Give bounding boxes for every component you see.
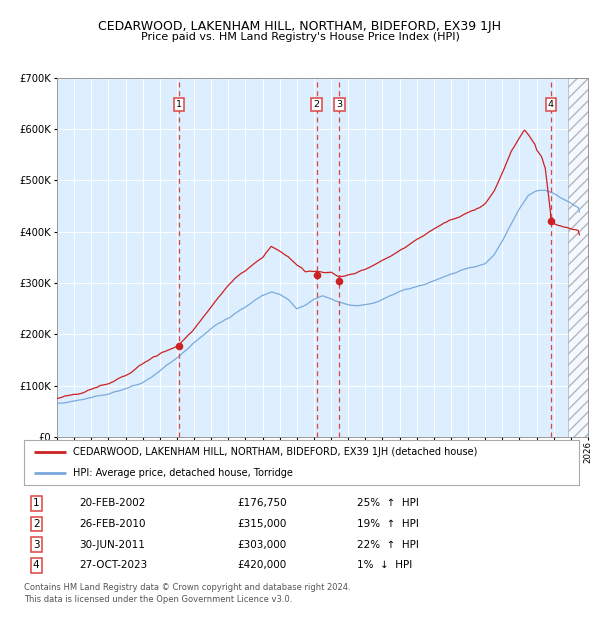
Text: This data is licensed under the Open Government Licence v3.0.: This data is licensed under the Open Gov… bbox=[24, 595, 292, 604]
Text: 3: 3 bbox=[33, 539, 40, 549]
Bar bbox=[568, 78, 596, 437]
Text: Price paid vs. HM Land Registry's House Price Index (HPI): Price paid vs. HM Land Registry's House … bbox=[140, 32, 460, 42]
Text: 3: 3 bbox=[337, 100, 343, 108]
Text: CEDARWOOD, LAKENHAM HILL, NORTHAM, BIDEFORD, EX39 1JH: CEDARWOOD, LAKENHAM HILL, NORTHAM, BIDEF… bbox=[98, 20, 502, 33]
Text: Contains HM Land Registry data © Crown copyright and database right 2024.: Contains HM Land Registry data © Crown c… bbox=[24, 583, 350, 592]
Text: £315,000: £315,000 bbox=[238, 519, 287, 529]
Text: 19%  ↑  HPI: 19% ↑ HPI bbox=[357, 519, 419, 529]
Text: CEDARWOOD, LAKENHAM HILL, NORTHAM, BIDEFORD, EX39 1JH (detached house): CEDARWOOD, LAKENHAM HILL, NORTHAM, BIDEF… bbox=[73, 447, 477, 458]
Text: 4: 4 bbox=[33, 560, 40, 570]
Text: 2: 2 bbox=[33, 519, 40, 529]
Text: 22%  ↑  HPI: 22% ↑ HPI bbox=[357, 539, 419, 549]
Text: 27-OCT-2023: 27-OCT-2023 bbox=[79, 560, 148, 570]
Text: 30-JUN-2011: 30-JUN-2011 bbox=[79, 539, 145, 549]
Text: 1%  ↓  HPI: 1% ↓ HPI bbox=[357, 560, 412, 570]
Text: HPI: Average price, detached house, Torridge: HPI: Average price, detached house, Torr… bbox=[73, 467, 293, 478]
Text: £176,750: £176,750 bbox=[238, 498, 287, 508]
Text: 4: 4 bbox=[548, 100, 554, 108]
Text: 26-FEB-2010: 26-FEB-2010 bbox=[79, 519, 146, 529]
Text: 2: 2 bbox=[314, 100, 320, 108]
Text: 1: 1 bbox=[176, 100, 182, 108]
Text: 20-FEB-2002: 20-FEB-2002 bbox=[79, 498, 146, 508]
Text: £420,000: £420,000 bbox=[238, 560, 287, 570]
Text: 1: 1 bbox=[33, 498, 40, 508]
Text: 25%  ↑  HPI: 25% ↑ HPI bbox=[357, 498, 419, 508]
Text: £303,000: £303,000 bbox=[238, 539, 287, 549]
